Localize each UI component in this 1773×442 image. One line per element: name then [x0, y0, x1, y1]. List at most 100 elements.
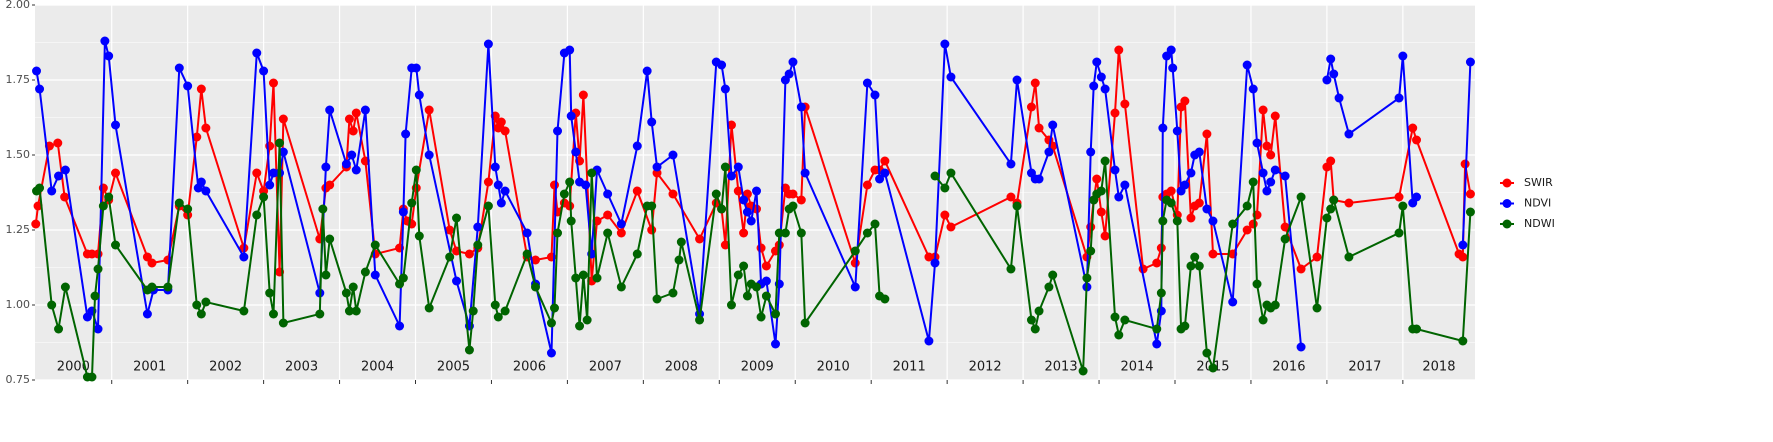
point [788, 57, 798, 67]
point [53, 138, 63, 148]
point [711, 189, 721, 199]
point [411, 63, 421, 73]
point [1152, 339, 1162, 349]
point [1034, 123, 1044, 133]
point [642, 66, 652, 76]
point [1012, 201, 1022, 211]
point [674, 255, 684, 265]
point [183, 204, 193, 214]
point [549, 303, 559, 313]
point [496, 198, 506, 208]
point [632, 249, 642, 259]
point [259, 192, 269, 202]
point [756, 312, 766, 322]
point [90, 291, 100, 301]
point [1086, 147, 1096, 157]
point [1186, 168, 1196, 178]
point [603, 210, 613, 220]
point [1100, 231, 1110, 241]
point [370, 240, 380, 250]
point [473, 240, 483, 250]
point [239, 252, 249, 262]
year-label: 2005 [437, 360, 470, 375]
point [1270, 111, 1280, 121]
point [668, 288, 678, 298]
point [407, 198, 417, 208]
year-label: 2007 [589, 360, 622, 375]
point [278, 114, 288, 124]
point [930, 171, 940, 181]
point [531, 255, 541, 265]
point [676, 237, 686, 247]
point [726, 171, 736, 181]
point [1168, 63, 1178, 73]
point [493, 312, 503, 322]
point [1158, 216, 1168, 226]
point [1114, 330, 1124, 340]
point [1458, 336, 1468, 346]
legend-label: NDVI [1524, 197, 1551, 210]
point [1412, 135, 1422, 145]
point [720, 84, 730, 94]
point [1296, 264, 1306, 274]
year-label: 2010 [817, 360, 850, 375]
point [147, 282, 157, 292]
point [496, 117, 506, 127]
point [946, 168, 956, 178]
point [1006, 192, 1016, 202]
point [163, 282, 173, 292]
point [1034, 174, 1044, 184]
point [1180, 321, 1190, 331]
point [483, 39, 493, 49]
point [752, 186, 762, 196]
point [726, 300, 736, 310]
point [1166, 45, 1176, 55]
point [265, 180, 275, 190]
year-label: 2004 [361, 360, 394, 375]
point [1048, 120, 1058, 130]
point [341, 159, 351, 169]
point [1110, 108, 1120, 118]
point [940, 210, 950, 220]
point [566, 216, 576, 226]
point [1089, 81, 1099, 91]
point [739, 261, 749, 271]
point [47, 186, 57, 196]
point [54, 171, 64, 181]
point [761, 276, 771, 286]
point [31, 219, 41, 229]
point [616, 282, 626, 292]
point [268, 309, 278, 319]
point [464, 249, 474, 259]
point [553, 228, 563, 238]
point [546, 318, 556, 328]
point [252, 168, 262, 178]
point [578, 90, 588, 100]
point [1322, 75, 1332, 85]
point [1172, 126, 1182, 136]
point [1270, 165, 1280, 175]
point [946, 72, 956, 82]
point [1092, 57, 1102, 67]
point [483, 177, 493, 187]
point [500, 186, 510, 196]
point [100, 36, 110, 46]
point [493, 180, 503, 190]
point [695, 315, 705, 325]
point [1034, 306, 1044, 316]
point [341, 288, 351, 298]
point [1280, 234, 1290, 244]
point [351, 108, 361, 118]
point [1242, 225, 1252, 235]
point [720, 162, 730, 172]
year-label: 2002 [209, 360, 242, 375]
point [275, 138, 285, 148]
y-tick-label: 1.25 [6, 223, 31, 236]
point [880, 156, 890, 166]
point [252, 210, 262, 220]
point [800, 168, 810, 178]
point [1329, 195, 1339, 205]
point [1194, 198, 1204, 208]
point [1329, 69, 1339, 79]
